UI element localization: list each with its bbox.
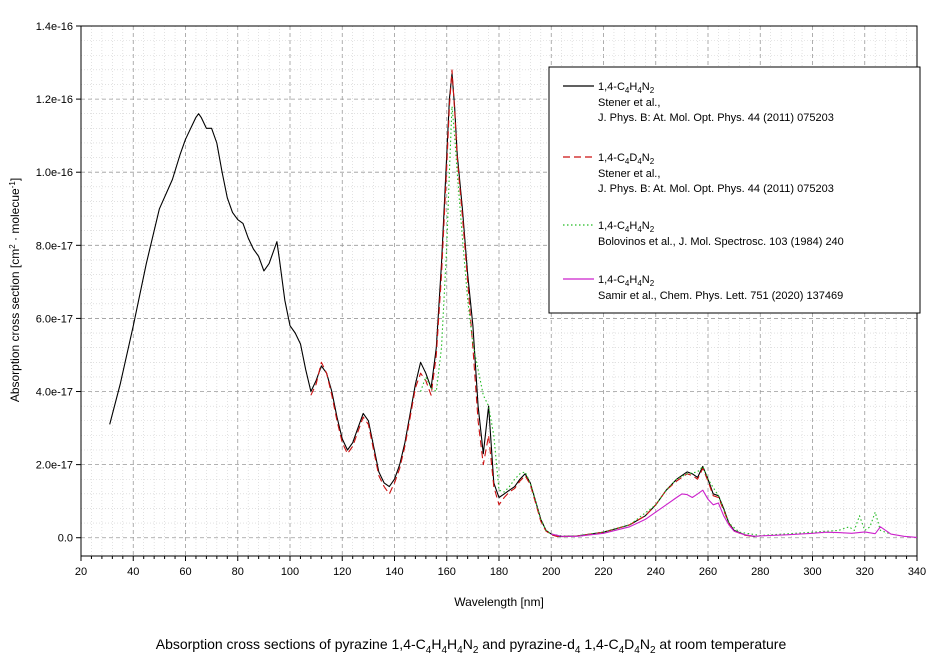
y-tick-label: 1.0e-16 <box>36 167 73 179</box>
text-part: 4 <box>637 157 642 166</box>
grid-lines <box>81 25 917 556</box>
x-tick-label: 340 <box>908 566 926 578</box>
text-part: N <box>642 274 650 286</box>
legend-reference: Bolovinos et al., J. Mol. Spectrosc. 103… <box>598 236 844 248</box>
x-tick-label: 100 <box>281 566 299 578</box>
x-tick-label: 180 <box>490 566 508 578</box>
x-tick-label: 80 <box>232 566 244 578</box>
series-line-4 <box>551 489 918 538</box>
figure-caption: Absorption cross sections of pyrazine 1,… <box>0 636 942 656</box>
caption-part: 4 <box>634 644 640 656</box>
text-part: 2 <box>650 157 655 166</box>
caption-part: 4 <box>425 644 432 656</box>
text-part: 4 <box>637 86 642 95</box>
text-part: 1,4-C <box>598 81 625 93</box>
caption-part: N <box>462 636 473 652</box>
text-part: 4 <box>637 225 642 234</box>
x-tick-label: 140 <box>385 566 403 578</box>
text-part: 4 <box>625 225 630 234</box>
caption-part: and pyrazine-d <box>478 636 575 652</box>
x-tick-label: 300 <box>803 566 821 578</box>
x-tick-label: 40 <box>127 566 139 578</box>
axis-ticks: 20 40 60 80 100 120 140 160 180 200 220 240 260 280 30… <box>36 21 926 578</box>
text-part: 2 <box>650 86 655 95</box>
legend-reference: Samir et al., Chem. Phys. Lett. 751 (202… <box>598 290 843 302</box>
caption-part: H <box>431 636 442 652</box>
y-axis-label: Absorption cross section [cm2 · molecue-… <box>8 178 22 402</box>
x-axis-label: Wavelength [nm] <box>454 595 544 609</box>
legend-reference: Stener et al., <box>598 168 660 180</box>
caption-part: 2 <box>649 644 656 656</box>
text-part: H <box>629 274 637 286</box>
caption-part: at room temperature <box>655 636 787 652</box>
caption-part: H <box>447 636 458 652</box>
series-line-3 <box>420 105 892 537</box>
text-part: 1,4-C <box>598 274 625 286</box>
legend-label-3: 1,4-C4H4N2 <box>598 220 655 234</box>
y-tick-label: 2.0e-17 <box>36 460 73 472</box>
text-part: 1,4-C <box>598 220 625 232</box>
text-part: 4 <box>625 86 630 95</box>
y-tick-label: 1.4e-16 <box>36 21 73 33</box>
data-series <box>109 69 918 538</box>
text-part: Absorption cross section [cm <box>8 249 22 402</box>
text-part: 2 <box>650 225 655 234</box>
y-tick-label: 8.0e-17 <box>36 240 73 252</box>
text-part: 2 <box>8 244 17 249</box>
legend-reference: J. Phys. B: At. Mol. Opt. Phys. 44 (2011… <box>598 112 834 124</box>
caption-part: 4 <box>574 644 581 656</box>
text-part: 4 <box>637 279 642 288</box>
text-part: 4 <box>625 157 630 166</box>
text-part: N <box>642 220 650 232</box>
text-part: H <box>629 220 637 232</box>
caption-part: 4 <box>457 644 463 656</box>
legend-reference: Stener et al., <box>598 97 660 109</box>
caption-part: N <box>639 636 650 652</box>
x-tick-label: 60 <box>179 566 191 578</box>
caption-part: D <box>624 636 635 652</box>
x-tick-label: 260 <box>699 566 717 578</box>
absorption-chart: 20 40 60 80 100 120 140 160 180 200 220 240 260 280 30… <box>8 21 926 609</box>
text-part: N <box>642 81 650 93</box>
caption-part: 4 <box>618 644 625 656</box>
text-part: 4 <box>625 279 630 288</box>
text-part: 1,4-C <box>598 152 625 164</box>
y-tick-label: 6.0e-17 <box>36 313 73 325</box>
legend-label-4: 1,4-C4H4N2 <box>598 274 655 288</box>
x-tick-label: 320 <box>856 566 874 578</box>
caption-part: 1,4-C <box>580 636 619 652</box>
legend-label-1: 1,4-C4H4N2 <box>598 81 655 95</box>
caption-part: 4 <box>441 644 447 656</box>
legend-reference: J. Phys. B: At. Mol. Opt. Phys. 44 (2011… <box>598 183 834 195</box>
x-tick-label: 200 <box>542 566 560 578</box>
x-tick-label: 120 <box>333 566 351 578</box>
x-tick-label: 20 <box>75 566 87 578</box>
x-tick-label: 280 <box>751 566 769 578</box>
x-tick-label: 160 <box>438 566 456 578</box>
x-tick-label: 220 <box>594 566 612 578</box>
text-part: D <box>629 152 637 164</box>
text-part: H <box>629 81 637 93</box>
text-part: · molecue <box>8 188 22 244</box>
text-part: 2 <box>650 279 655 288</box>
text-part: N <box>642 152 650 164</box>
caption-part: 2 <box>472 644 479 656</box>
text-part: -1 <box>8 181 17 189</box>
series-line-1 <box>109 72 756 538</box>
y-tick-label: 1.2e-16 <box>36 94 73 106</box>
series-line-2 <box>310 69 756 538</box>
y-tick-label: 0.0 <box>58 533 73 545</box>
legend-label-2: 1,4-C4D4N2 <box>598 152 655 166</box>
y-tick-label: 4.0e-17 <box>36 387 73 399</box>
text-part: ] <box>8 178 22 181</box>
caption-part: Absorption cross sections of pyrazine 1,… <box>155 636 426 652</box>
x-tick-label: 240 <box>647 566 665 578</box>
legend-box <box>548 66 921 314</box>
